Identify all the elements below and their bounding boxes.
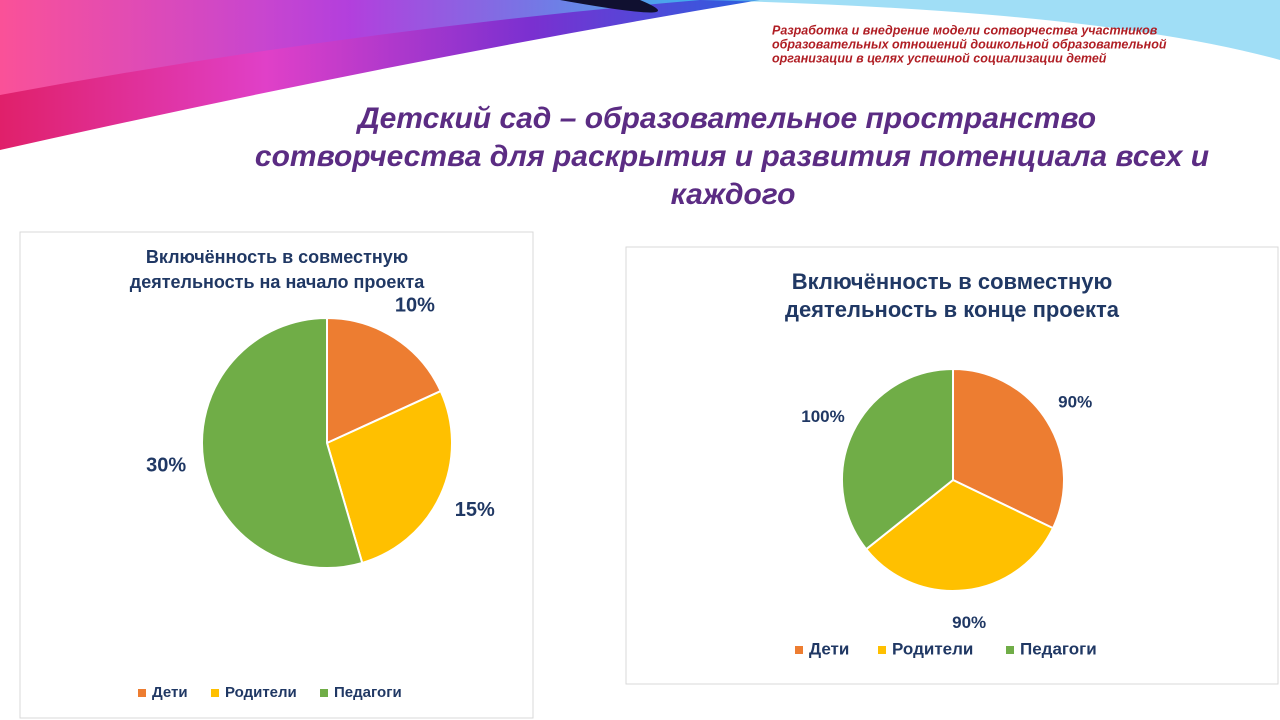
data-label: 30% <box>146 454 186 476</box>
slide-title: каждого <box>671 178 796 211</box>
data-label: 15% <box>455 499 495 521</box>
legend-label: Дети <box>809 639 849 658</box>
legend-swatch <box>878 646 886 654</box>
decor-swoosh <box>700 0 1280 60</box>
chart-title: деятельность на начало проекта <box>130 272 425 292</box>
chart-title: деятельность в конце проекта <box>785 297 1120 322</box>
header-note: образовательных отношений дошкольной обр… <box>772 37 1167 51</box>
pie-slice <box>325 389 453 565</box>
pie-slice <box>952 367 1065 530</box>
pie-slice <box>841 367 954 551</box>
data-label: 10% <box>395 295 435 317</box>
header-note: организации в целях успешной социализаци… <box>772 51 1107 65</box>
header-note: Разработка и внедрение модели сотворчест… <box>772 23 1158 37</box>
pie-slice <box>201 316 364 569</box>
legend-label: Педагоги <box>334 684 402 701</box>
legend-label: Родители <box>892 639 973 658</box>
legend-swatch <box>795 646 803 654</box>
legend-swatch <box>138 689 146 697</box>
data-label: 90% <box>952 613 986 632</box>
legend-label: Дети <box>152 684 188 701</box>
legend-label: Родители <box>225 684 297 701</box>
slide-title: сотворчества для раскрытия и развития по… <box>255 140 1209 173</box>
legend-swatch <box>211 689 219 697</box>
decor-swoosh <box>0 0 700 95</box>
chart-title: Включённость в совместную <box>792 269 1113 294</box>
slide-title: Детский сад – образовательное пространст… <box>355 102 1096 135</box>
pie-slice <box>326 316 443 445</box>
legend-swatch <box>320 689 328 697</box>
pie-slice <box>864 478 1055 592</box>
legend-swatch <box>1006 646 1014 654</box>
data-label: 90% <box>1058 393 1092 412</box>
legend-label: Педагоги <box>1020 639 1097 658</box>
chart-title: Включённость в совместную <box>146 247 408 267</box>
decor-swoosh <box>560 0 658 13</box>
data-label: 100% <box>801 407 844 426</box>
